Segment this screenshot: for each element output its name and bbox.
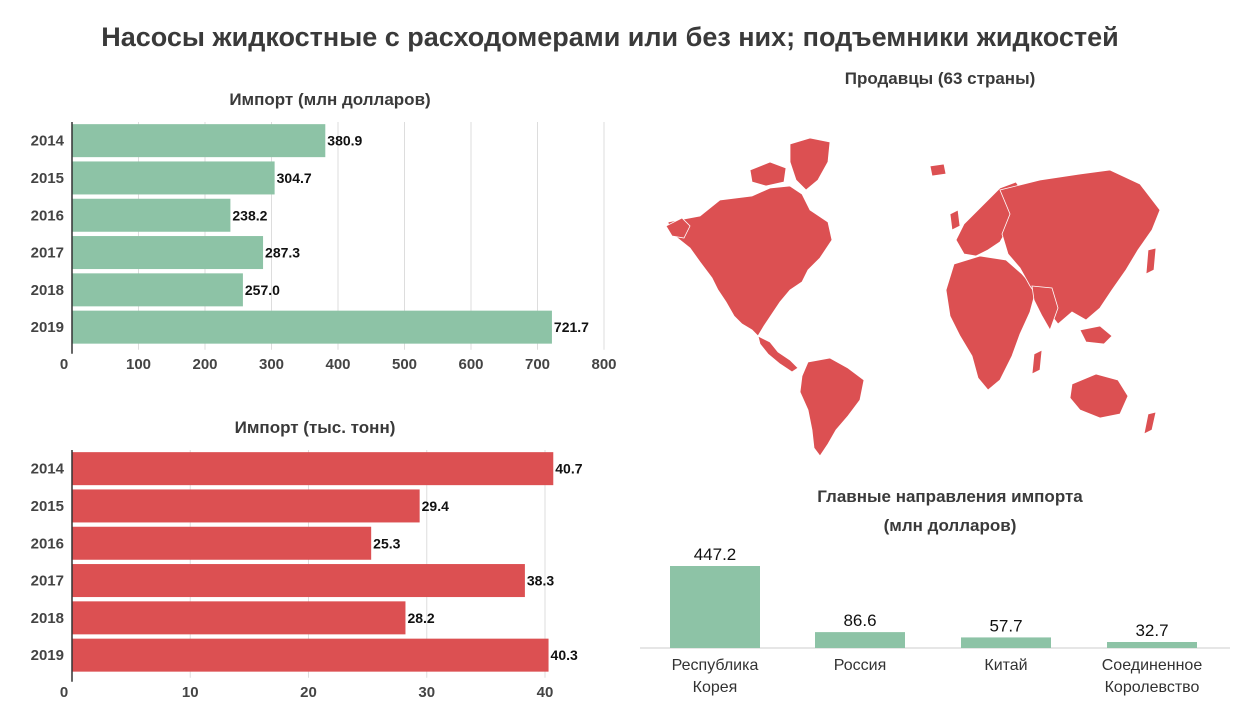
import-tons-category-label: 2015 bbox=[31, 498, 64, 515]
import-usd-bar bbox=[72, 161, 275, 195]
import-usd-value-label: 238.2 bbox=[232, 207, 267, 223]
import-usd-x-tick-label: 400 bbox=[325, 356, 350, 373]
import-tons-x-tick-label: 20 bbox=[300, 684, 317, 701]
map-madagascar bbox=[1031, 349, 1043, 375]
map-south-america bbox=[799, 357, 865, 457]
import-tons-bar bbox=[72, 638, 549, 672]
import-tons-bar bbox=[72, 526, 372, 560]
import-usd-bar bbox=[72, 236, 264, 270]
import-tons-value-label: 29.4 bbox=[422, 498, 449, 514]
import-tons-category-label: 2016 bbox=[31, 535, 64, 552]
import-usd-value-label: 304.7 bbox=[277, 170, 312, 186]
top-destinations-value-label: 32.7 bbox=[1135, 621, 1168, 640]
import-usd-category-label: 2016 bbox=[31, 207, 64, 224]
world-map bbox=[665, 137, 1161, 457]
import-usd-x-tick-label: 700 bbox=[525, 356, 550, 373]
import-usd-x-tick-label: 200 bbox=[192, 356, 217, 373]
chart-title-import-tons: Импорт (тыс. тонн) bbox=[234, 418, 396, 437]
import-tons-x-tick-label: 0 bbox=[60, 684, 68, 701]
map-southeast-asia bbox=[1079, 325, 1113, 345]
import-usd-x-tick-label: 0 bbox=[60, 356, 68, 373]
chart-top-destinations: 447.2 Республика Корея 86.6 Россия 57.7 Китай 3… bbox=[640, 545, 1230, 696]
import-tons-bar bbox=[72, 564, 525, 598]
import-usd-x-tick-label: 800 bbox=[591, 356, 616, 373]
top-destinations-category-label: Корея bbox=[693, 679, 738, 696]
import-tons-bar bbox=[72, 489, 420, 523]
map-australia bbox=[1069, 373, 1129, 419]
page-title: Насосы жидкостные с расходомерами или бе… bbox=[101, 22, 1119, 52]
import-tons-category-label: 2019 bbox=[31, 647, 64, 664]
import-tons-value-label: 25.3 bbox=[373, 535, 400, 551]
top-destinations-value-label: 447.2 bbox=[694, 545, 737, 564]
top-destinations-category-label: Республика bbox=[672, 657, 759, 674]
chart-import-usd: 0 100 200 300 400 500 600 700 800 380.9 2014 304.7 2… bbox=[31, 122, 617, 373]
chart-import-tons: 0 10 20 30 40 40.7 2014 29.4 2015 25.3 2016 38.3 201… bbox=[31, 450, 583, 701]
top-destinations-bar bbox=[670, 566, 760, 648]
import-tons-value-label: 38.3 bbox=[527, 573, 554, 589]
top-destinations-category-label: Россия bbox=[834, 657, 886, 674]
chart-title-import-usd: Импорт (млн долларов) bbox=[229, 90, 431, 109]
import-usd-bar bbox=[72, 310, 552, 344]
import-tons-value-label: 40.3 bbox=[551, 647, 578, 663]
map-new-zealand bbox=[1143, 411, 1157, 435]
chart-title-top-destinations-line1: Главные направления импорта bbox=[817, 487, 1083, 506]
import-tons-x-tick-label: 30 bbox=[418, 684, 435, 701]
import-tons-category-label: 2014 bbox=[31, 461, 65, 478]
map-title: Продавцы (63 страны) bbox=[844, 69, 1036, 88]
map-north-america bbox=[667, 185, 833, 337]
import-usd-category-label: 2017 bbox=[31, 245, 64, 262]
map-canada-islands bbox=[749, 161, 787, 187]
import-tons-category-label: 2018 bbox=[31, 610, 64, 627]
map-japan bbox=[1145, 247, 1157, 275]
map-iceland bbox=[929, 163, 947, 177]
import-usd-x-tick-label: 300 bbox=[259, 356, 284, 373]
map-africa bbox=[945, 255, 1037, 391]
import-usd-bar bbox=[72, 273, 243, 307]
import-tons-x-tick-label: 10 bbox=[182, 684, 199, 701]
import-usd-value-label: 257.0 bbox=[245, 282, 280, 298]
top-destinations-value-label: 86.6 bbox=[843, 611, 876, 630]
map-uk bbox=[949, 209, 961, 231]
map-india bbox=[1031, 285, 1059, 331]
import-usd-bar bbox=[72, 198, 231, 232]
import-tons-bar bbox=[72, 601, 406, 635]
import-usd-category-label: 2019 bbox=[31, 319, 64, 336]
map-alaska bbox=[665, 217, 691, 239]
import-usd-value-label: 287.3 bbox=[265, 245, 300, 261]
import-usd-x-tick-label: 500 bbox=[392, 356, 417, 373]
top-destinations-bar bbox=[961, 637, 1051, 648]
chart-title-top-destinations-line2: (млн долларов) bbox=[883, 516, 1017, 535]
import-tons-value-label: 28.2 bbox=[407, 610, 434, 626]
map-greenland bbox=[789, 137, 831, 191]
top-destinations-category-label: Королевство bbox=[1105, 679, 1200, 696]
import-tons-category-label: 2017 bbox=[31, 573, 64, 590]
import-tons-value-label: 40.7 bbox=[555, 461, 582, 477]
import-usd-x-tick-label: 100 bbox=[126, 356, 151, 373]
import-usd-category-label: 2018 bbox=[31, 282, 64, 299]
top-destinations-bar bbox=[1107, 642, 1197, 648]
top-destinations-bar bbox=[815, 632, 905, 648]
import-usd-x-tick-label: 600 bbox=[458, 356, 483, 373]
top-destinations-category-label: Соединенное bbox=[1102, 657, 1203, 674]
top-destinations-value-label: 57.7 bbox=[989, 616, 1022, 635]
top-destinations-category-label: Китай bbox=[984, 657, 1027, 674]
import-tons-bar bbox=[72, 452, 554, 486]
import-usd-value-label: 380.9 bbox=[327, 133, 362, 149]
import-usd-category-label: 2015 bbox=[31, 170, 64, 187]
import-usd-bar bbox=[72, 124, 326, 158]
import-usd-category-label: 2014 bbox=[31, 133, 65, 150]
import-tons-x-tick-label: 40 bbox=[537, 684, 554, 701]
map-asia bbox=[999, 169, 1161, 325]
map-central-america bbox=[757, 335, 799, 373]
import-usd-value-label: 721.7 bbox=[554, 319, 589, 335]
